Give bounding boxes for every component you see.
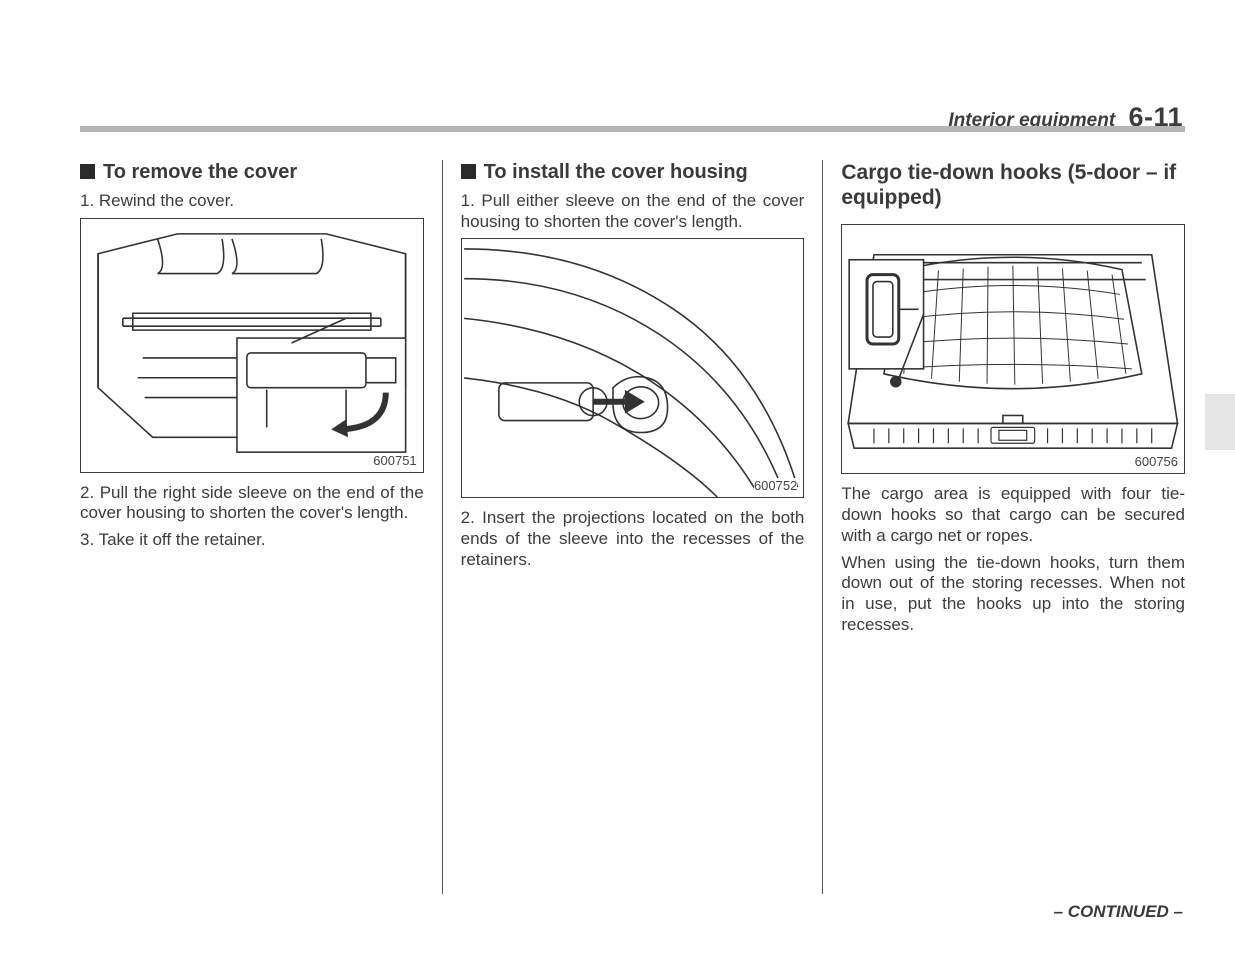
manual-page: Interior equipment 6-11 To remove the co… xyxy=(0,0,1235,954)
continued-label: – CONTINUED – xyxy=(1054,902,1183,922)
col3-para2: When using the tie-down hooks, turn them… xyxy=(841,553,1185,636)
square-bullet-icon xyxy=(461,164,476,179)
figure-600752: 600752 xyxy=(461,238,805,498)
cargo-tiedown-hooks-illustration xyxy=(842,225,1184,473)
col1-heading-text: To remove the cover xyxy=(103,161,297,183)
col2-step2: 2. Insert the projections located on the… xyxy=(461,508,805,570)
col3-heading: Cargo tie-down hooks (5-door – if equipp… xyxy=(841,160,1185,210)
figure-number-1: 600751 xyxy=(373,453,416,468)
col2-heading-text: To install the cover housing xyxy=(484,161,748,183)
col1-step2: 2. Pull the right side sleeve on the end… xyxy=(80,483,424,524)
column-1: To remove the cover 1. Rewind the cover. xyxy=(80,160,442,894)
side-tab xyxy=(1205,394,1235,450)
col1-step1: 1. Rewind the cover. xyxy=(80,191,424,212)
col3-para1: The cargo area is equipped with four tie… xyxy=(841,484,1185,546)
header-rule xyxy=(80,126,1185,132)
figure-600756: 600756 xyxy=(841,224,1185,474)
column-3: Cargo tie-down hooks (5-door – if equipp… xyxy=(822,160,1185,894)
column-2: To install the cover housing 1. Pull eit… xyxy=(442,160,823,894)
cargo-cover-rewind-illustration xyxy=(81,219,423,472)
content-columns: To remove the cover 1. Rewind the cover. xyxy=(80,160,1185,894)
col1-step3: 3. Take it off the retainer. xyxy=(80,530,424,551)
figure-number-3: 600756 xyxy=(1135,454,1178,469)
cover-housing-install-illustration xyxy=(462,239,804,497)
figure-600751: 600751 xyxy=(80,218,424,473)
square-bullet-icon xyxy=(80,164,95,179)
col1-heading: To remove the cover xyxy=(80,160,424,185)
col2-step1: 1. Pull either sleeve on the end of the … xyxy=(461,191,805,232)
col2-heading: To install the cover housing xyxy=(461,160,805,185)
figure-number-2: 600752 xyxy=(754,478,797,493)
